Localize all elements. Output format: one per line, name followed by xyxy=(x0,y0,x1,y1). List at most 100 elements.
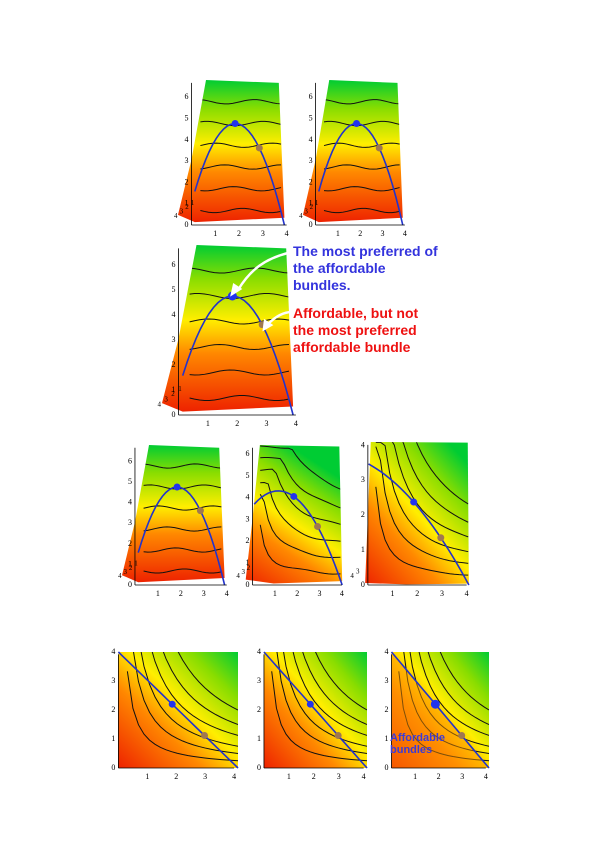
depth-tick-label: 4 xyxy=(157,400,161,408)
x-tick-label: 3 xyxy=(460,772,464,781)
budget-line xyxy=(117,651,239,769)
y-tick-label: 4 xyxy=(111,647,115,656)
y-tick-label: 4 xyxy=(128,498,132,507)
indifference-curve xyxy=(398,652,489,725)
preferred-bundle xyxy=(173,483,181,491)
indifference-curve xyxy=(127,652,238,725)
indifference-curve xyxy=(271,652,367,711)
indifference-curve xyxy=(260,481,341,542)
depth-tick-label: 2 xyxy=(185,203,189,211)
depth-tick-label: 1 xyxy=(191,199,195,207)
x-tick-label: 3 xyxy=(203,772,207,781)
indifference-curve xyxy=(375,442,469,538)
y-tick-label: 1 xyxy=(172,385,176,394)
y-tick-label: 2 xyxy=(257,705,261,714)
preferred-bundle xyxy=(306,700,314,708)
budget-line xyxy=(194,122,286,226)
indifference-curve xyxy=(375,442,469,523)
y-tick-label: 2 xyxy=(172,360,176,369)
indifference-curve xyxy=(259,494,341,558)
x-tick-label: 1 xyxy=(336,229,340,238)
y-tick-label: 0 xyxy=(128,580,132,589)
depth-tick-label: 1 xyxy=(178,385,182,393)
depth-tick-label: 3 xyxy=(180,208,184,216)
y-tick-label: 4 xyxy=(246,493,250,502)
indifference-curve xyxy=(127,652,238,747)
indifference-curve xyxy=(200,186,282,192)
arrowhead xyxy=(262,318,274,332)
annotation: Affordable, but not the most preferred a… xyxy=(293,305,419,355)
indifference-curve xyxy=(143,568,222,574)
depth-tick-label: 4 xyxy=(118,572,122,580)
indifference-curve xyxy=(271,652,367,736)
y-tick-label: 4 xyxy=(257,647,261,656)
depth-tick-label: 2 xyxy=(247,564,251,572)
y-tick-label: 1 xyxy=(128,559,132,568)
x-tick-label: 2 xyxy=(358,229,362,238)
other-bundle xyxy=(196,507,204,515)
preferred-bundle xyxy=(168,700,176,708)
x-tick-label: 4 xyxy=(225,589,229,598)
arrows xyxy=(230,250,293,332)
panel: 0 1 2 3 4 1 2 3 4 xyxy=(384,647,490,781)
y-tick-label: 6 xyxy=(128,457,132,466)
x-tick-label: 1 xyxy=(206,419,210,428)
y-tick-label: 3 xyxy=(128,518,132,527)
depth-tick-label: 2 xyxy=(171,390,175,398)
x-tick-label: 1 xyxy=(156,589,160,598)
depth-tick-label: 2 xyxy=(129,564,133,572)
panel: 0 1 2 3 4 1 2 3 4 xyxy=(111,647,239,781)
y-tick-label: 1 xyxy=(384,734,388,743)
y-tick-label: 2 xyxy=(128,539,132,548)
y-tick-label: 1 xyxy=(184,199,188,208)
x-tick-label: 4 xyxy=(484,772,488,781)
x-tick-label: 3 xyxy=(318,589,322,598)
depth-tick-label: 3 xyxy=(356,568,360,576)
indifference-curve xyxy=(375,486,469,576)
y-tick-label: 0 xyxy=(246,580,250,589)
other-bundle xyxy=(458,732,466,740)
y-tick-label: 0 xyxy=(361,580,365,589)
surface xyxy=(162,245,294,412)
y-tick-label: 1 xyxy=(111,734,115,743)
x-tick-label: 3 xyxy=(440,589,444,598)
indifference-curve xyxy=(398,671,489,762)
y-tick-label: 1 xyxy=(309,199,313,208)
annotation: Affordable bundles xyxy=(390,732,445,756)
x-tick-label: 4 xyxy=(232,772,236,781)
indifference-curve xyxy=(126,671,238,762)
x-tick-label: 2 xyxy=(437,772,441,781)
indifference-curve xyxy=(271,652,367,747)
x-tick-label: 2 xyxy=(235,419,239,428)
x-tick-label: 4 xyxy=(285,229,289,238)
budget-line xyxy=(317,122,404,226)
other-bundle xyxy=(255,144,263,152)
y-tick-label: 5 xyxy=(184,113,188,122)
indifference-curve xyxy=(398,652,489,711)
indifference-curve xyxy=(323,186,400,192)
y-tick-label: 5 xyxy=(246,471,250,480)
y-tick-label: 5 xyxy=(128,477,132,486)
y-tick-label: 2 xyxy=(111,705,115,714)
preferred-bundle xyxy=(353,120,361,127)
other-bundle xyxy=(375,144,383,152)
x-tick-label: 2 xyxy=(179,589,183,598)
indifference-curve xyxy=(259,524,341,575)
x-tick-label: 1 xyxy=(273,589,277,598)
indifference-curve xyxy=(271,671,367,762)
y-tick-label: 2 xyxy=(361,510,365,519)
budget-line xyxy=(137,486,226,586)
budget-line xyxy=(181,295,294,416)
y-tick-label: 6 xyxy=(246,449,250,458)
panel: 0 1 2 3 4 1 2 3 4 xyxy=(257,647,368,781)
depth-tick-label: 4 xyxy=(350,572,354,580)
y-tick-label: 1 xyxy=(257,734,261,743)
indifference-curve xyxy=(260,468,341,525)
indifference-curve xyxy=(260,457,341,509)
x-tick-label: 4 xyxy=(403,229,407,238)
